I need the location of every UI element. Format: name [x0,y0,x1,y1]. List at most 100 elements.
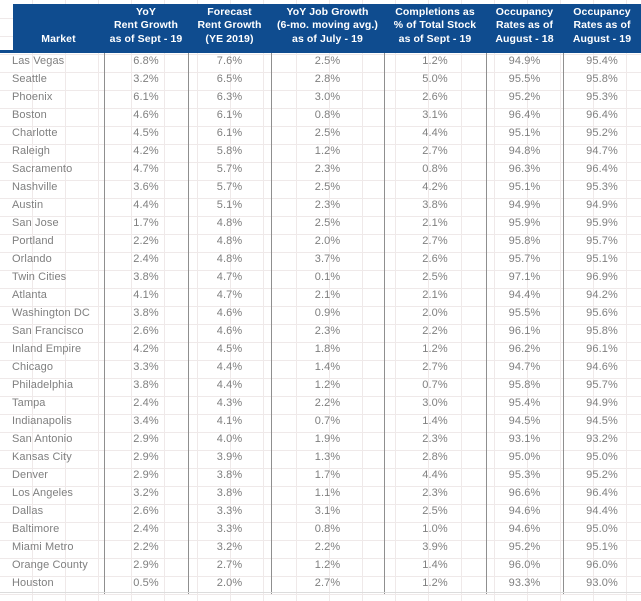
value-cell: 94.9% [508,55,541,68]
value-cell: 2.4% [133,522,159,535]
value-cell: 4.7% [216,289,243,302]
table-row: Kansas City 2.9% 3.9% 1.3% 2.8% 95.0% 95.0% [0,448,641,466]
value-cell: 4.5% [133,127,159,140]
value-cell: 3.8% [133,378,159,391]
value-cell: 95.1% [508,181,541,194]
market-cell: San Francisco [12,325,84,338]
value-cell: 94.6% [508,504,541,517]
value-cell: 2.9% [133,558,159,571]
value-cell: 1.0% [422,522,448,535]
value-cell: 95.1% [508,127,541,140]
value-cell: 2.0% [422,307,448,320]
value-cell: 6.3% [216,91,243,104]
column-separator [104,53,105,594]
value-cell: 2.9% [133,432,159,445]
value-cell: 4.4% [133,199,159,212]
value-cell: 96.4% [508,109,541,122]
market-cell: Tampa [12,396,46,409]
column-separator [188,53,189,594]
value-cell: 2.7% [422,145,448,158]
value-cell: 2.5% [314,181,341,194]
value-cell: 93.3% [508,576,541,589]
market-cell: Orlando [12,253,52,266]
value-cell: 3.8% [133,307,159,320]
value-cell: 94.4% [586,504,618,517]
value-cell: 96.4% [586,163,618,176]
table-row: Austin 4.4% 5.1% 2.3% 3.8% 94.9% 94.9% [0,197,641,215]
value-cell: 2.7% [216,558,243,571]
value-cell: 94.9% [508,199,541,212]
table-row: Seattle 3.2% 6.5% 2.8% 5.0% 95.5% 95.8% [0,71,641,89]
table-body: Las Vegas 6.8% 7.6% 2.5% 1.2% 94.9% 95.4% Seatt… [0,53,641,592]
market-cell: Las Vegas [12,55,65,68]
table-row: San Francisco 2.6% 4.6% 2.3% 2.2% 96.1% 95.8% [0,323,641,341]
table-row: Inland Empire 4.2% 4.5% 1.8% 1.2% 96.2% 96.1% [0,341,641,359]
value-cell: 0.8% [314,109,341,122]
value-cell: 3.7% [314,253,341,266]
value-cell: 2.7% [422,235,448,248]
table-header-band [13,4,641,50]
value-cell: 3.8% [216,486,243,499]
value-cell: 95.1% [586,540,618,553]
value-cell: 2.4% [133,253,159,266]
header-cell: Market [41,32,76,45]
value-cell: 1.9% [314,432,341,445]
value-cell: 2.5% [314,55,341,68]
value-cell: 1.2% [314,378,341,391]
market-cell: San Antonio [12,432,73,445]
value-cell: 2.1% [422,217,448,230]
value-cell: 1.2% [314,558,341,571]
value-cell: 96.3% [508,163,541,176]
value-cell: 4.0% [216,432,243,445]
market-cell: Phoenix [12,91,53,104]
value-cell: 95.1% [586,253,618,266]
value-cell: 93.0% [586,576,618,589]
table-row: Orlando 2.4% 4.8% 3.7% 2.6% 95.7% 95.1% [0,251,641,269]
value-cell: 94.8% [508,145,541,158]
value-cell: 5.1% [216,199,243,212]
market-cell: Los Angeles [12,486,74,499]
value-cell: 95.7% [508,253,541,266]
table-row: Houston 0.5% 2.0% 2.7% 1.2% 93.3% 93.0% [0,574,641,592]
value-cell: 2.5% [422,271,448,284]
value-cell: 4.8% [216,217,243,230]
value-cell: 6.5% [216,73,243,86]
value-cell: 2.2% [133,235,159,248]
value-cell: 3.9% [422,540,448,553]
value-cell: 95.7% [586,378,618,391]
value-cell: 2.3% [314,163,341,176]
value-cell: 2.6% [422,253,448,266]
market-cell: Sacramento [12,163,73,176]
value-cell: 3.8% [216,468,243,481]
table-row: Dallas 2.6% 3.3% 3.1% 2.5% 94.6% 94.4% [0,502,641,520]
value-cell: 2.0% [314,235,341,248]
value-cell: 95.9% [508,217,541,230]
value-cell: 94.7% [586,145,618,158]
table-row: Atlanta 4.1% 4.7% 2.1% 2.1% 94.4% 94.2% [0,287,641,305]
value-cell: 94.2% [586,289,618,302]
value-cell: 2.2% [133,540,159,553]
value-cell: 4.8% [216,235,243,248]
value-cell: 2.8% [314,73,341,86]
value-cell: 0.8% [314,522,341,535]
market-cell: Miami Metro [12,540,74,553]
market-cell: Austin [12,199,44,212]
value-cell: 95.3% [586,91,618,104]
value-cell: 4.4% [422,468,448,481]
value-cell: 4.2% [133,342,159,355]
value-cell: 2.8% [422,450,448,463]
value-cell: 95.8% [586,325,618,338]
market-cell: Chicago [12,360,54,373]
market-cell: Houston [12,576,54,589]
value-cell: 96.4% [586,109,618,122]
value-cell: 2.7% [314,576,341,589]
value-cell: 3.0% [422,396,448,409]
value-cell: 93.1% [508,432,541,445]
market-cell: Atlanta [12,289,47,302]
table-bottom-border [0,592,641,593]
header-cell: Occupancy Rates as of August - 18 [495,5,554,45]
value-cell: 95.5% [508,73,541,86]
value-cell: 3.2% [133,486,159,499]
value-cell: 96.9% [586,271,618,284]
value-cell: 2.2% [314,396,341,409]
